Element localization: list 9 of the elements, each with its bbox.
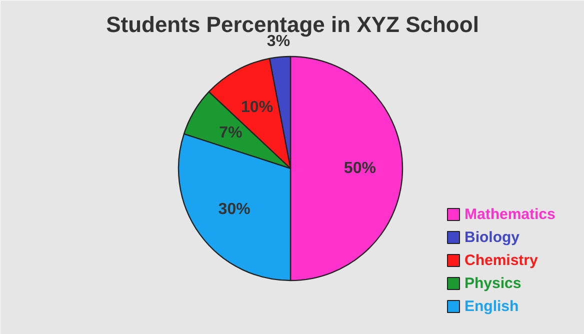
data-label: 7% bbox=[219, 124, 242, 142]
legend-label: Biology bbox=[464, 229, 520, 246]
legend-label: Mathematics bbox=[464, 206, 556, 223]
legend-label: Physics bbox=[464, 275, 522, 292]
data-label: 30% bbox=[218, 200, 250, 218]
legend-label: English bbox=[464, 298, 519, 315]
data-label: 50% bbox=[344, 160, 376, 177]
legend-label: Chemistry bbox=[464, 252, 539, 269]
data-label: 10% bbox=[241, 99, 274, 116]
